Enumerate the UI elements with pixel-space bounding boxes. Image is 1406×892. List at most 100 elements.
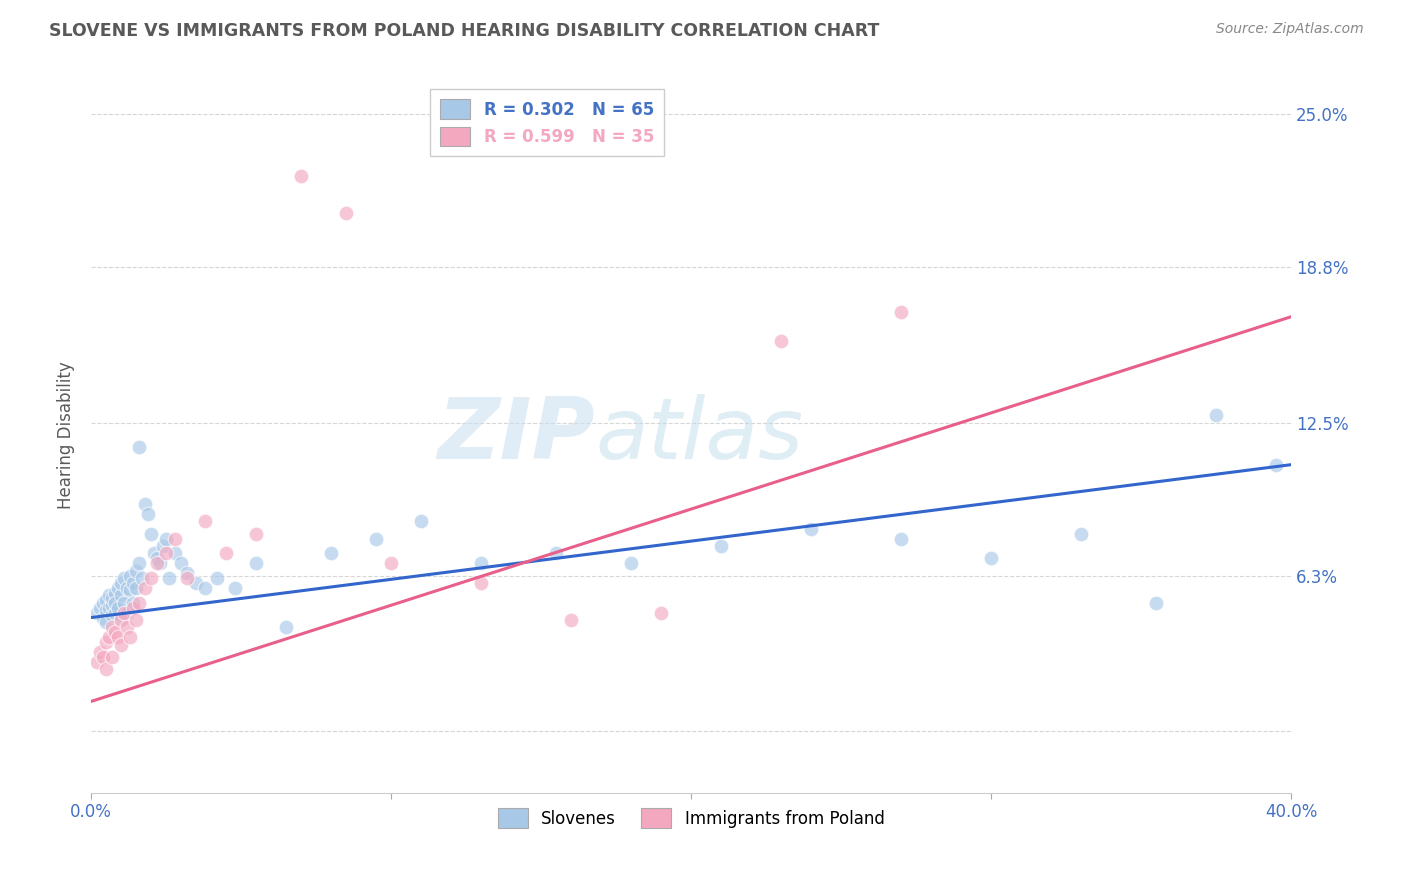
Point [107,600,129,615]
Point [146,551,169,566]
Point [134,581,156,595]
Point [215,546,238,560]
Point [321,546,343,560]
Point [89,645,111,659]
Point [620,556,643,570]
Point [122,576,145,591]
Point [245,556,267,570]
Text: atlas: atlas [595,393,803,476]
Point [96,615,118,630]
Point [104,586,127,600]
Point [1265,458,1288,472]
Point [470,576,492,591]
Point [115,581,138,595]
Point [186,576,208,591]
Point [107,630,129,644]
Point [411,514,433,528]
Point [710,539,733,553]
Point [128,596,150,610]
Point [546,546,568,560]
Point [128,556,150,570]
Point [380,556,402,570]
Point [131,571,153,585]
Point [112,606,135,620]
Point [98,600,121,615]
Point [143,546,166,560]
Point [96,635,118,649]
Point [245,526,267,541]
Point [86,655,108,669]
Point [122,600,145,615]
Point [110,588,132,602]
Point [115,606,138,620]
Point [89,600,111,615]
Point [101,598,124,612]
Point [194,514,217,528]
Point [155,546,177,560]
Point [98,630,121,644]
Point [120,568,142,582]
Point [86,606,108,620]
Point [110,576,132,591]
Point [125,613,148,627]
Point [176,566,198,581]
Point [290,169,312,183]
Point [141,571,163,585]
Point [149,556,172,570]
Legend: Slovenes, Immigrants from Poland: Slovenes, Immigrants from Poland [491,802,891,834]
Point [96,603,118,617]
Point [146,556,169,570]
Point [107,581,129,595]
Point [1070,526,1092,541]
Point [112,596,135,610]
Text: Source: ZipAtlas.com: Source: ZipAtlas.com [1216,22,1364,37]
Point [110,638,132,652]
Point [104,625,127,640]
Point [1205,409,1227,423]
Text: SLOVENE VS IMMIGRANTS FROM POLAND HEARING DISABILITY CORRELATION CHART: SLOVENE VS IMMIGRANTS FROM POLAND HEARIN… [49,22,880,40]
Point [176,571,198,585]
Point [115,620,138,634]
Point [165,532,187,546]
Point [128,441,150,455]
Point [125,564,148,578]
Point [205,571,228,585]
Point [141,526,163,541]
Point [1144,596,1167,610]
Point [110,610,132,624]
Point [155,532,177,546]
Point [800,522,823,536]
Point [194,581,217,595]
Point [101,591,124,605]
Point [890,532,912,546]
Point [101,650,124,665]
Point [96,662,118,676]
Point [101,620,124,634]
Point [366,532,388,546]
Point [650,606,672,620]
Point [125,581,148,595]
Point [890,304,912,318]
Text: ZIP: ZIP [437,393,595,476]
Point [170,556,193,570]
Point [104,606,127,620]
Point [770,334,793,349]
Point [101,608,124,623]
Point [120,583,142,598]
Point [122,596,145,610]
Point [152,539,174,553]
Point [560,613,582,627]
Point [165,546,187,560]
Point [134,497,156,511]
Point [276,620,298,634]
Point [91,650,114,665]
Point [98,588,121,602]
Point [470,556,492,570]
Point [120,630,142,644]
Point [110,613,132,627]
Point [91,610,114,624]
Point [136,507,159,521]
Point [104,596,127,610]
Point [224,581,246,595]
Point [112,571,135,585]
